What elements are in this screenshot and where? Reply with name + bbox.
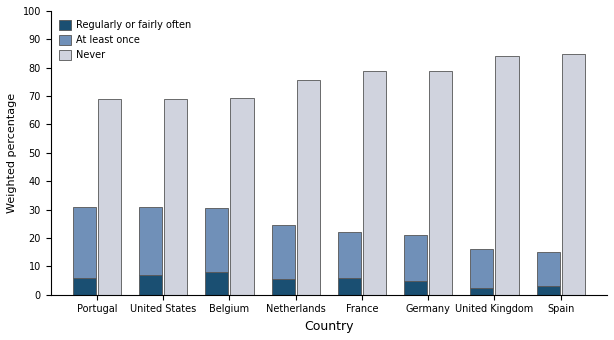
Bar [404,235,427,280]
Bar [562,53,585,295]
Bar [139,275,162,295]
Bar [164,99,187,295]
Bar [230,98,254,295]
Bar [139,207,162,275]
Bar [338,232,361,278]
Bar [495,56,519,295]
Bar [73,278,96,295]
Bar [98,99,121,295]
Bar [338,278,361,295]
Bar [470,249,494,288]
Y-axis label: Weighted percentage: Weighted percentage [7,93,17,213]
Bar [205,272,228,295]
Bar [429,70,453,295]
Bar [470,288,494,295]
Bar [404,280,427,295]
Bar [297,81,320,295]
Bar [363,70,386,295]
X-axis label: Country: Country [304,320,354,333]
Bar [271,279,295,295]
Bar [73,207,96,278]
Bar [537,252,560,286]
Bar [271,225,295,279]
Bar [205,208,228,272]
Bar [537,286,560,295]
Legend: Regularly or fairly often, At least once, Never: Regularly or fairly often, At least once… [55,16,195,64]
